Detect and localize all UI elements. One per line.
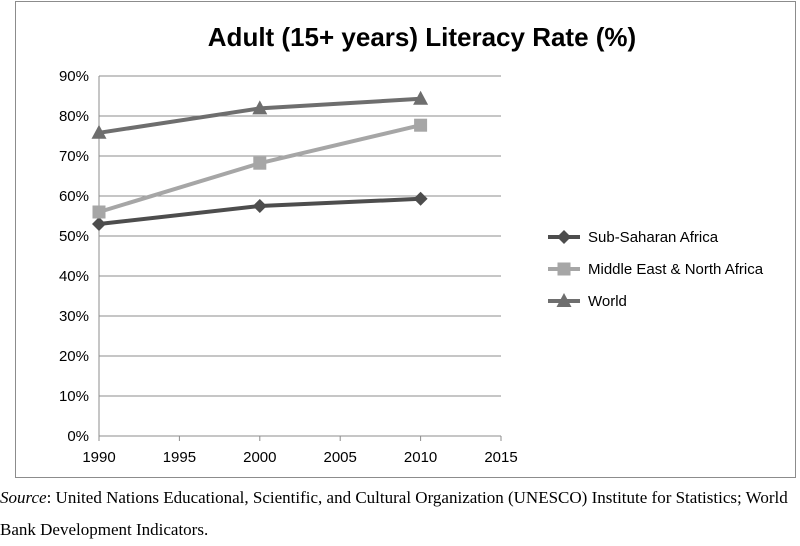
data-point [92,205,106,219]
x-tick-label: 1990 [82,449,115,466]
data-point [92,217,106,231]
data-point [414,118,428,132]
data-point [252,199,267,213]
x-tick-label: 2005 [324,449,357,466]
y-tick-label: 60% [59,188,89,205]
x-tick-label: 2010 [404,449,437,466]
legend-label: World [588,293,627,310]
legend-label: Middle East & North Africa [588,261,764,278]
chart-frame [15,1,796,478]
gridlines [99,75,501,437]
data-point [253,156,267,170]
data-point [413,191,428,206]
legend-marker [557,262,571,276]
data-point [91,124,107,139]
axes: 0% 10% 20% 30% 40% 50% 60% 70% 80% 90% 1990 1995 200… [59,68,518,466]
legend-marker [556,293,572,307]
y-tick-label: 90% [59,68,89,85]
x-tick-label: 1995 [163,449,196,466]
legend: Sub-Saharan Africa Middle East & North Af… [548,229,764,310]
chart-title: Adult (15+ years) Literacy Rate (%) [208,22,636,52]
data-point [252,100,268,115]
y-tick-label: 20% [59,348,89,365]
y-tick-label: 80% [59,108,89,125]
y-tick-label: 30% [59,308,89,325]
y-tick-label: 0% [67,428,89,445]
y-tick-label: 40% [59,268,89,285]
source-note: Source: United Nations Educational, Scie… [0,482,800,546]
source-label: Source [0,488,47,507]
y-tick-label: 50% [59,228,89,245]
x-tick-label: 2015 [484,449,517,466]
source-text: : United Nations Educational, Scientific… [0,488,788,539]
y-tick-label: 10% [59,388,89,405]
x-tick-label: 2000 [243,449,276,466]
line-chart: Adult (15+ years) Literacy Rate (%) 0% 10… [59,22,764,466]
legend-marker [557,230,571,244]
series-layer [91,90,429,231]
data-point [413,90,429,105]
legend-label: Sub-Saharan Africa [588,229,719,246]
y-tick-label: 70% [59,148,89,165]
